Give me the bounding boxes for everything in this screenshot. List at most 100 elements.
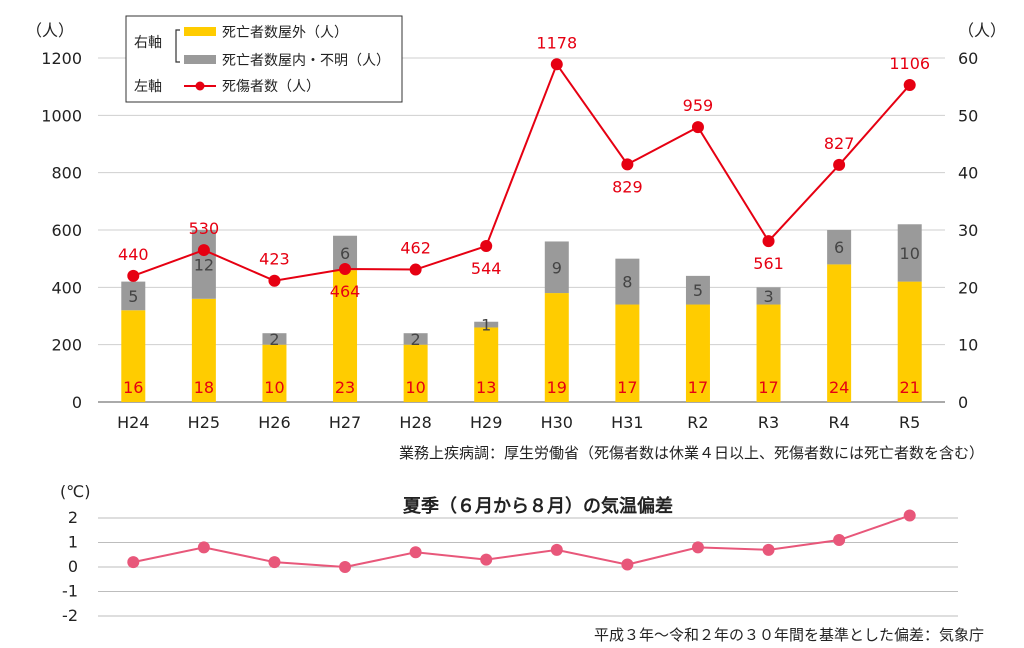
- bar-indoor-label: 6: [340, 244, 350, 263]
- legend-left-axis-label: 左軸: [134, 79, 162, 95]
- casualties-label: 561: [753, 254, 784, 273]
- bar-indoor-label: 10: [900, 244, 920, 263]
- temperature-point: [197, 541, 210, 554]
- right-axis-ticks: 0 10 20 30 40 50 60: [958, 49, 978, 412]
- bar-indoor: [685, 275, 710, 305]
- casualties-label: 423: [259, 250, 290, 269]
- category-label: R2: [687, 413, 708, 432]
- legend-label-outdoor: 死亡者数屋外（人）: [222, 25, 348, 41]
- legend-label-indoor: 死亡者数屋内・不明（人）: [222, 53, 390, 69]
- temperature-line-series: [127, 509, 916, 573]
- casualties-label: 464: [330, 282, 361, 301]
- legend-marker-casualties: [195, 81, 205, 91]
- bar-outdoor: [827, 264, 852, 402]
- right-tick-label: 40: [958, 164, 978, 183]
- casualties-point: [762, 235, 775, 248]
- bottom-chart-title: 夏季（６月から８月）の気温偏差: [403, 495, 673, 517]
- bar-value-labels: 16 5 18 12 10 2 23 6 10 2 13 1 19 9 17 8 17 5 17 3 24 6 21 10: [123, 238, 920, 397]
- bar-indoor-label: 1: [481, 316, 491, 335]
- category-label: R4: [828, 413, 849, 432]
- category-label: R3: [758, 413, 779, 432]
- bar-series: [121, 224, 922, 402]
- legend-swatch-outdoor: [184, 27, 216, 36]
- temperature-point: [762, 543, 775, 556]
- bar-outdoor: [756, 304, 781, 402]
- bottom-tick-label: 2: [68, 508, 78, 527]
- bar-outdoor: [897, 281, 922, 402]
- casualties-point: [691, 121, 704, 134]
- bar-outdoor-label: 24: [829, 378, 849, 397]
- bottom-tick-label: -1: [62, 582, 78, 601]
- casualties-point: [409, 263, 422, 276]
- casualties-point: [339, 262, 352, 275]
- bar-indoor: [474, 321, 499, 328]
- bar-indoor-label: 6: [834, 238, 844, 257]
- bar-outdoor-label: 17: [617, 378, 637, 397]
- casualties-label: 959: [683, 96, 714, 115]
- right-tick-label: 0: [958, 393, 968, 412]
- bar-outdoor: [474, 327, 499, 402]
- bar-outdoor-label: 19: [547, 378, 567, 397]
- category-labels: H24 H25 H26 H27 H28 H29 H30 H31 R2 R3 R4 R5: [117, 413, 920, 432]
- category-label: H25: [188, 413, 220, 432]
- left-tick-label: 0: [72, 393, 82, 412]
- bar-indoor: [897, 224, 922, 282]
- temperature-point: [903, 509, 916, 522]
- casualties-line: [132, 62, 911, 282]
- casualties-point: [127, 269, 140, 282]
- casualties-point: [197, 244, 210, 257]
- left-tick-label: 1000: [41, 106, 82, 125]
- bottom-gridlines: [98, 517, 958, 617]
- casualties-point: [480, 240, 493, 253]
- bar-outdoor: [615, 304, 640, 402]
- bar-outdoor: [544, 293, 569, 402]
- temperature-point: [339, 561, 352, 573]
- category-label: H27: [329, 413, 361, 432]
- category-label: R5: [899, 413, 920, 432]
- bar-indoor-label: 3: [763, 287, 773, 306]
- left-tick-label: 800: [51, 164, 82, 183]
- left-tick-label: 400: [51, 278, 82, 297]
- bar-outdoor-label: 17: [758, 378, 778, 397]
- right-axis-unit: （人）: [958, 21, 1006, 40]
- bar-indoor: [615, 258, 640, 305]
- bar-outdoor: [121, 310, 146, 402]
- casualties-point: [833, 158, 846, 171]
- right-tick-label: 10: [958, 336, 978, 355]
- bottom-tick-label: -2: [62, 606, 78, 625]
- right-tick-label: 50: [958, 106, 978, 125]
- left-axis-unit: （人）: [26, 21, 74, 40]
- bar-outdoor-label: 16: [123, 378, 143, 397]
- temperature-point: [268, 556, 281, 569]
- casualties-label: 544: [471, 259, 502, 278]
- bar-indoor-label: 5: [693, 281, 703, 300]
- casualties-point: [550, 58, 563, 71]
- category-label: H28: [399, 413, 431, 432]
- bar-indoor-label: 9: [552, 258, 562, 277]
- temperature-point: [833, 534, 846, 547]
- bar-outdoor-label: 23: [335, 378, 355, 397]
- category-label: H26: [258, 413, 290, 432]
- bar-indoor: [191, 230, 216, 299]
- bar-outdoor: [403, 344, 428, 402]
- bar-indoor: [827, 230, 852, 265]
- right-tick-label: 60: [958, 49, 978, 68]
- bar-indoor-label: 2: [269, 330, 279, 349]
- casualties-point: [268, 274, 281, 287]
- temperature-point: [691, 541, 704, 554]
- temperature-point: [621, 558, 634, 571]
- bottom-source-note: 平成３年～令和２年の３０年間を基準とした偏差：気象庁: [594, 626, 984, 644]
- bar-outdoor: [262, 344, 287, 402]
- category-label: H29: [470, 413, 502, 432]
- legend-right-axis-label: 右軸: [134, 35, 162, 51]
- casualties-label: 1178: [536, 33, 577, 52]
- right-tick-label: 20: [958, 278, 978, 297]
- casualties-label: 827: [824, 134, 855, 153]
- casualties-label: 829: [612, 177, 643, 196]
- left-tick-label: 600: [51, 221, 82, 240]
- casualties-label: 440: [118, 245, 149, 264]
- category-label: H24: [117, 413, 149, 432]
- left-tick-label: 200: [51, 336, 82, 355]
- casualties-label: 530: [189, 219, 220, 238]
